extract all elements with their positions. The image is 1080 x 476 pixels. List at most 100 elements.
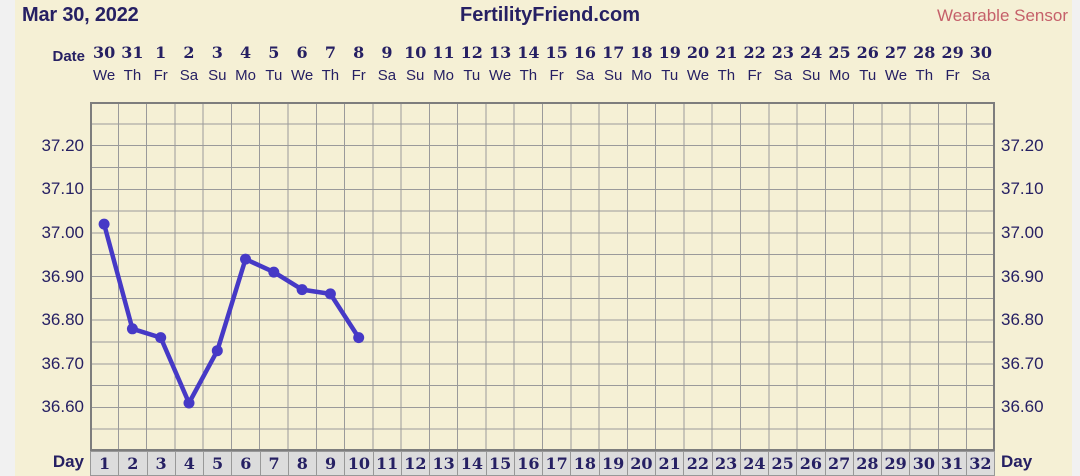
date-cell: 22 [743, 42, 766, 62]
day-cell[interactable]: 15 [485, 451, 515, 476]
grid-border [90, 102, 995, 451]
y-tick-label-right: 37.20 [1001, 135, 1044, 155]
day-cell[interactable]: 17 [542, 451, 572, 476]
day-cell[interactable]: 14 [457, 451, 487, 476]
weekday-cell: Th [915, 66, 934, 84]
temperature-point [268, 266, 280, 278]
day-cell[interactable]: 2 [118, 451, 148, 476]
weekday-cell: Th [519, 66, 538, 84]
weekday-cell: We [93, 66, 116, 84]
weekday-cell: Sa [575, 66, 595, 84]
weekday-cell: We [290, 66, 314, 84]
day-cell[interactable]: 19 [598, 451, 628, 476]
day-cell[interactable]: 31 [937, 451, 967, 476]
date-cell: 17 [602, 42, 625, 62]
weekday-axis-row: We Th Fr Sa Su Mo Tu We Th Fr Sa Su Mo Tu We Th Fr Sa Su Mo… [90, 64, 995, 86]
day-cell[interactable]: 22 [683, 451, 713, 476]
temperature-point [296, 284, 308, 296]
weekday-cell: Th [123, 66, 142, 84]
date-cell: 30 [93, 42, 116, 62]
weekday-cell: Su [801, 66, 821, 84]
y-tick-label-left: 37.10 [41, 179, 84, 199]
temperature-point [183, 397, 195, 409]
weekday-cell: Fr [351, 66, 366, 84]
chart-grid-svg [89, 101, 996, 452]
y-tick-label-right: 36.90 [1001, 266, 1044, 286]
weekday-cell: Sa [179, 66, 199, 84]
weekday-cell: Fr [153, 66, 168, 84]
day-cell[interactable]: 16 [513, 451, 543, 476]
weekday-cell: Sa [377, 66, 397, 84]
y-tick-label-right: 36.70 [1001, 353, 1044, 373]
day-cell[interactable]: 5 [203, 451, 233, 476]
weekday-cell: Mo [235, 66, 256, 84]
day-cell[interactable]: 7 [259, 451, 289, 476]
day-cell[interactable]: 6 [231, 451, 261, 476]
weekday-cell: Th [321, 66, 340, 84]
day-cell[interactable]: 27 [824, 451, 854, 476]
day-cell[interactable]: 26 [796, 451, 826, 476]
day-cell[interactable]: 13 [429, 451, 459, 476]
day-cell[interactable]: 8 [287, 451, 317, 476]
day-cell[interactable]: 23 [711, 451, 741, 476]
weekday-cell: Tu [265, 66, 283, 84]
y-tick-label-right: 36.60 [1001, 397, 1044, 417]
day-cell[interactable]: 12 [400, 451, 430, 476]
weekday-cell: Su [208, 66, 227, 84]
chart-date-title: Mar 30, 2022 [22, 4, 139, 26]
day-cell[interactable]: 4 [174, 451, 204, 476]
date-cell: 26 [856, 42, 879, 62]
day-cell[interactable]: 9 [316, 451, 346, 476]
weekday-cell: Su [604, 66, 623, 84]
y-tick-label-left: 36.60 [41, 397, 84, 417]
weekday-cell: Fr [549, 66, 564, 84]
date-cell: 15 [545, 42, 568, 62]
weekday-cell: Su [406, 66, 425, 84]
date-cell: 28 [913, 42, 936, 62]
weekday-cell: Mo [829, 66, 850, 84]
y-tick-label-right: 37.10 [1001, 179, 1044, 199]
date-cell: 27 [884, 42, 908, 62]
grid-lines [89, 101, 996, 452]
weekday-cell: Fr [747, 66, 762, 84]
date-cell: 7 [324, 42, 336, 62]
day-cell[interactable]: 18 [570, 451, 600, 476]
day-cell[interactable]: 1 [90, 451, 120, 476]
date-cell: 21 [715, 42, 738, 62]
weekday-cell: Mo [631, 66, 652, 84]
day-cell[interactable]: 24 [739, 451, 769, 476]
day-cell[interactable]: 10 [344, 451, 374, 476]
day-cell[interactable]: 3 [146, 451, 176, 476]
temperature-point [211, 345, 223, 357]
temperature-point [155, 332, 167, 344]
day-cell[interactable]: 20 [626, 451, 656, 476]
weekday-cell: Tu [661, 66, 679, 84]
date-cell: 16 [573, 42, 597, 62]
weekday-cell: Sa [971, 66, 991, 84]
date-cell: 31 [121, 42, 144, 62]
weekday-cell: Mo [433, 66, 454, 84]
day-cell[interactable]: 32 [965, 451, 995, 476]
date-cell: 10 [404, 42, 427, 62]
temperature-point [98, 218, 110, 230]
date-cell: 13 [488, 42, 512, 62]
date-axis-row: 30 31 1 2 3 4 5 6 7 8 9 10 11 12 13 14 15 16 17 18 19 20 21 22 2… [90, 40, 995, 64]
date-cell: 24 [800, 42, 823, 62]
date-cell: 29 [941, 42, 964, 62]
date-cell: 30 [969, 42, 992, 62]
y-tick-label-right: 37.00 [1001, 222, 1044, 242]
weekday-cell: Tu [859, 66, 877, 84]
day-cell[interactable]: 11 [372, 451, 402, 476]
day-cell[interactable]: 30 [909, 451, 939, 476]
day-cell[interactable]: 25 [768, 451, 798, 476]
day-cell[interactable]: 21 [655, 451, 685, 476]
date-cell: 12 [460, 42, 483, 62]
wearable-sensor-badge: Wearable Sensor [936, 6, 1068, 25]
day-cell[interactable]: 29 [881, 451, 911, 476]
temperature-point [324, 288, 336, 300]
date-cell: 8 [353, 42, 365, 62]
day-cell[interactable]: 28 [852, 451, 882, 476]
date-cell: 14 [517, 42, 540, 62]
weekday-cell: We [686, 66, 710, 84]
